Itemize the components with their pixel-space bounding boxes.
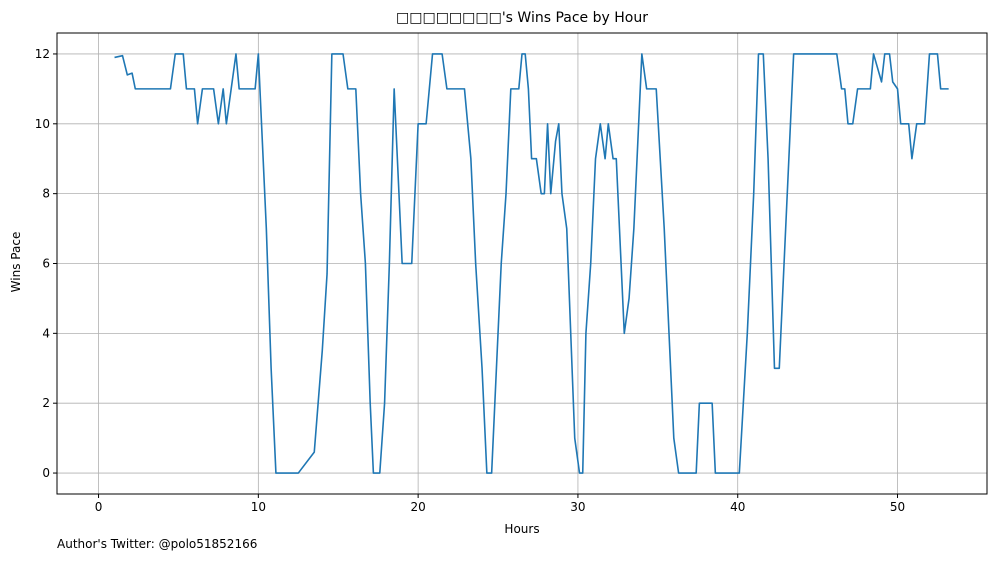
x-tick-label: 20 [410,500,425,514]
plot-area [114,53,949,474]
x-tick-label: 30 [570,500,585,514]
y-tick-label: 12 [35,47,50,61]
x-tick-label: 40 [730,500,745,514]
series-line [114,53,949,474]
y-tick-label: 0 [42,466,50,480]
y-tick-label: 8 [42,187,50,201]
x-tick-label: 50 [890,500,905,514]
chart-title: □□□□□□□□'s Wins Pace by Hour [396,10,648,26]
y-tick-label: 6 [42,257,50,271]
x-tick-label: 10 [251,500,266,514]
y-tick-label: 4 [42,326,50,340]
x-axis-label: Hours [504,522,539,536]
y-tick-label: 10 [35,117,50,131]
ticks: 0 10 20 30 40 50 0 2 4 6 8 10 12 [35,47,905,514]
x-tick-label: 0 [95,500,103,514]
author-credit: Author's Twitter: @polo51852166 [57,537,258,551]
y-tick-label: 2 [42,396,50,410]
y-axis-label: Wins Pace [9,232,23,293]
